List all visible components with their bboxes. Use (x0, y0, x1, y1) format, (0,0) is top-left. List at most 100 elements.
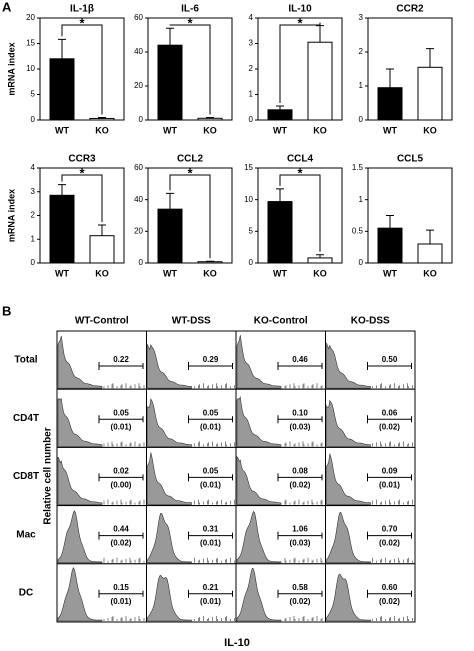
gate (367, 415, 412, 424)
gate (188, 589, 233, 598)
histogram-tail (103, 557, 145, 563)
chart-title: IL-6 (181, 4, 199, 15)
error-bar (98, 116, 106, 119)
x-tick-label: WT (55, 125, 69, 135)
significance-bracket (169, 174, 211, 259)
gate-sub-value: (0.03) (290, 422, 311, 431)
y-tick-label: 2 (359, 47, 364, 56)
gate (98, 415, 144, 424)
bar (417, 66, 443, 121)
histogram-tail (194, 499, 235, 505)
gate-sub-value: (0.02) (290, 481, 311, 490)
y-tick-label: 1 (249, 90, 254, 99)
gate-sub-value: (0.01) (111, 422, 132, 431)
histogram-tail (284, 557, 323, 563)
gate-sub-value: (0.03) (290, 539, 311, 548)
x-tick-label: KO (95, 125, 109, 135)
histogram (236, 395, 282, 447)
gate-value: 0.05 (203, 408, 219, 417)
y-tick-label: 0 (31, 115, 36, 124)
y-axis-label: mRNA index (6, 42, 16, 95)
x-tick-label: KO (423, 125, 437, 135)
error-bar (386, 215, 394, 229)
gate-sub-value: (0.01) (200, 597, 221, 606)
x-tick-label: WT (55, 268, 69, 278)
gate-sub-value: (0.01) (200, 481, 221, 490)
gate-value: 0.31 (203, 525, 219, 534)
histogram-tail (194, 557, 235, 563)
plot-frame (367, 17, 453, 121)
row-label: Total (14, 355, 37, 366)
histogram (57, 456, 103, 505)
histogram-tail (372, 441, 413, 447)
column-header: KO-DSS (351, 316, 390, 327)
gate-value: 0.22 (113, 355, 129, 364)
bar (197, 117, 223, 121)
gate (277, 362, 323, 370)
histogram (57, 510, 103, 564)
y-tick-label: 1 (359, 195, 364, 204)
y-tick-label: 20 (134, 81, 143, 90)
significance-star: * (187, 15, 193, 30)
y-tick-label: 1 (31, 234, 36, 243)
error-bar (426, 229, 434, 244)
gate-value: 0.60 (382, 583, 398, 592)
gate (188, 531, 233, 540)
y-tick-label: 10 (26, 64, 35, 73)
bar (267, 109, 293, 121)
y-tick-label: 3 (359, 13, 364, 22)
x-tick-label: WT (383, 125, 397, 135)
y-tick-label: 10 (244, 195, 253, 204)
gate-sub-value: (0.02) (379, 539, 400, 548)
histogram-tail (372, 499, 413, 505)
panel-label: B (2, 303, 11, 318)
histogram-tail (372, 616, 413, 621)
bar (89, 117, 115, 121)
gate (188, 415, 233, 424)
gate-sub-value: (0.02) (111, 539, 132, 548)
chart-title: IL-1β (70, 4, 94, 15)
bar (49, 194, 75, 264)
y-tick-label: 40 (134, 195, 143, 204)
histogram-tail (372, 383, 413, 389)
row-label: CD8T (13, 471, 39, 482)
error-bar (206, 116, 214, 119)
gate-sub-value: (0.02) (290, 597, 311, 606)
x-tick-label: WT (273, 125, 287, 135)
significance-bracket (169, 24, 211, 115)
histogram-tail (194, 441, 235, 447)
significance-star: * (79, 15, 85, 30)
column-header: KO-Control (254, 316, 308, 327)
histogram (236, 455, 282, 505)
histogram (326, 453, 371, 505)
row-label: Mac (16, 529, 36, 540)
histogram (147, 398, 192, 447)
gate (98, 589, 144, 598)
x-tick-label: WT (383, 268, 397, 278)
x-tick-label: WT (273, 268, 287, 278)
gate-value: 0.06 (382, 408, 398, 417)
histogram-tail (372, 557, 413, 563)
histogram-tail (284, 499, 323, 505)
column-header: WT-DSS (172, 316, 211, 327)
significance-bracket (61, 174, 103, 222)
gate-value: 0.21 (203, 583, 219, 592)
gate-value: 0.10 (292, 408, 308, 417)
histogram-tail (103, 383, 145, 389)
histogram-tail (194, 383, 235, 389)
histogram (147, 344, 192, 389)
panel-label: A (2, 0, 12, 14)
gate (98, 473, 144, 482)
error-bar (98, 224, 106, 236)
y-tick-label: 2 (249, 64, 254, 73)
bar (89, 235, 115, 264)
y-tick-label: 60 (134, 13, 143, 22)
bar (377, 227, 403, 264)
x-tick-label: KO (313, 125, 327, 135)
chart-title: CCR2 (396, 4, 424, 15)
y-tick-label: 3 (249, 39, 254, 48)
chart-title: IL-10 (288, 4, 312, 15)
y-tick-label: 40 (134, 47, 143, 56)
histogram-tail (284, 383, 323, 389)
x-tick-label: KO (95, 268, 109, 278)
